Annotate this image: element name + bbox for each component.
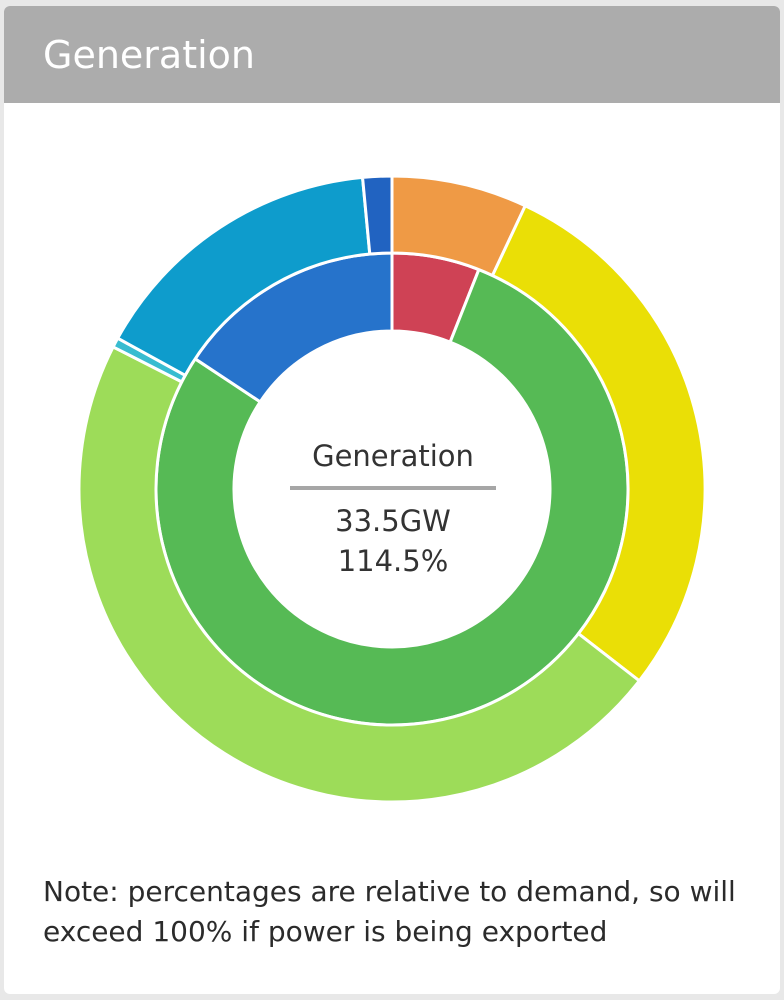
center-divider xyxy=(290,486,496,490)
card-header: Generation xyxy=(4,6,780,103)
center-title: Generation xyxy=(312,439,474,473)
card-title: Generation xyxy=(43,33,255,77)
center-percent: 114.5% xyxy=(337,544,449,578)
outer-ring-slice-2[interactable] xyxy=(77,345,641,804)
outer-ring-slice-5[interactable] xyxy=(361,174,394,256)
note-text: Note: percentages are relative to demand… xyxy=(43,875,736,948)
outer-ring-slice-1[interactable] xyxy=(490,204,707,683)
center-value: 33.5GW xyxy=(335,504,451,538)
